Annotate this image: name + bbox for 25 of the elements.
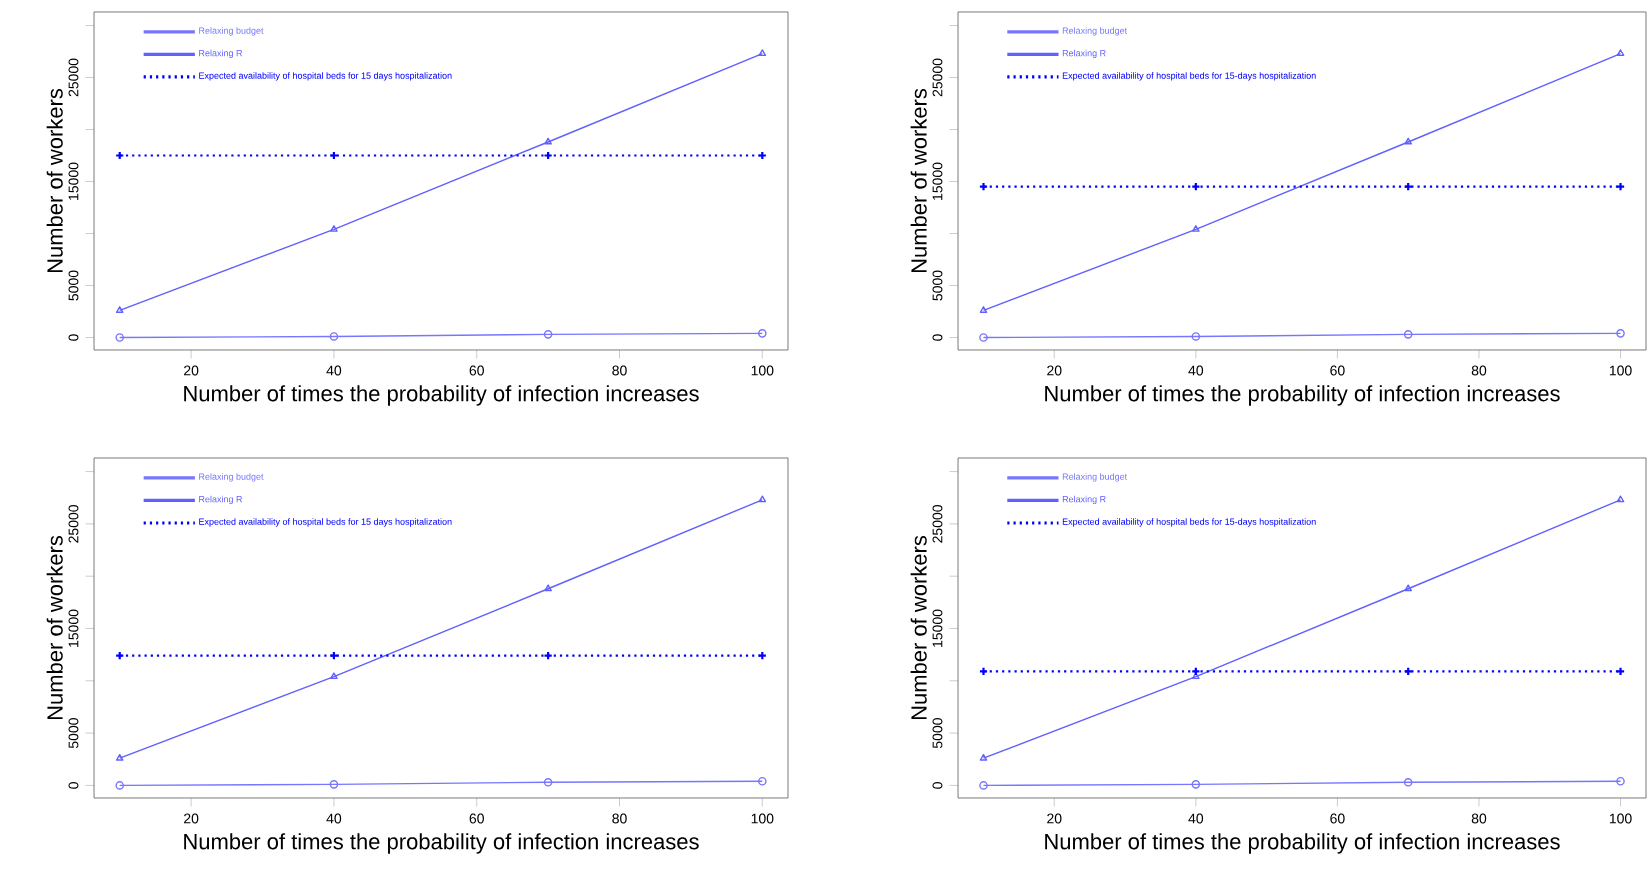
point: [544, 584, 552, 592]
x-axis-title: Number of times the probability of infection increases: [1045, 385, 1560, 406]
x-axis-title: Number of times the probability of infection increases: [184, 833, 699, 854]
x-axis-title: Number of times the probability of infection increases: [1045, 833, 1560, 854]
point: [1191, 780, 1201, 789]
point: [543, 777, 553, 787]
point: [1191, 332, 1201, 341]
point: [543, 330, 553, 339]
point: [1192, 225, 1200, 232]
point: [978, 182, 989, 192]
y-axis-title: Number of workers: [46, 535, 63, 720]
x-axis-title: Number of times the probability of infection increases: [184, 385, 699, 406]
point: [1403, 330, 1413, 339]
point: [329, 780, 339, 789]
point: [544, 137, 552, 145]
point: [1404, 584, 1412, 592]
point: [329, 332, 339, 341]
point: [1404, 137, 1412, 145]
point: [330, 672, 338, 680]
point: [330, 225, 338, 232]
point: [1192, 672, 1200, 680]
y-axis-title: Number of workers: [46, 88, 63, 273]
y-axis-title: Number of workers: [910, 88, 927, 273]
y-axis-title: Number of workers: [910, 535, 927, 720]
point: [1403, 777, 1413, 787]
